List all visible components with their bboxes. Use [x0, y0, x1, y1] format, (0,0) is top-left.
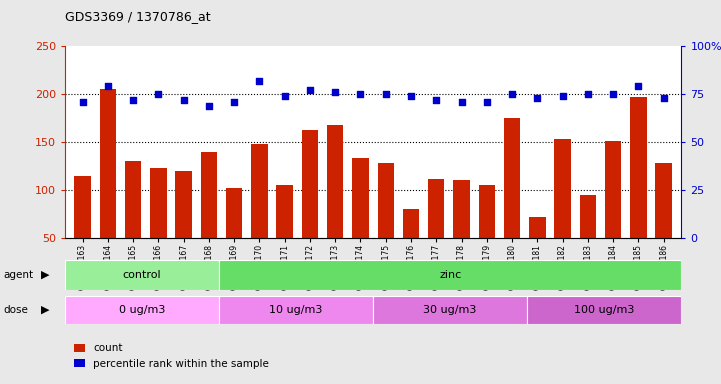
Point — [254, 78, 265, 84]
Bar — [605, 141, 622, 238]
Text: zinc: zinc — [439, 270, 461, 280]
Bar — [554, 139, 571, 238]
Bar — [630, 97, 647, 238]
Point — [229, 99, 240, 105]
Point — [456, 99, 467, 105]
Bar — [99, 89, 116, 238]
Point — [128, 97, 139, 103]
Point — [153, 91, 164, 97]
Point — [279, 93, 291, 99]
Text: 100 ug/m3: 100 ug/m3 — [574, 305, 634, 315]
Text: 0 ug/m3: 0 ug/m3 — [119, 305, 165, 315]
Bar — [251, 144, 267, 238]
Bar — [479, 185, 495, 238]
Bar — [428, 179, 444, 238]
Point — [531, 95, 543, 101]
Point — [178, 97, 190, 103]
Point — [658, 95, 669, 101]
Text: 10 ug/m3: 10 ug/m3 — [270, 305, 323, 315]
Bar — [373, 296, 527, 324]
Point — [380, 91, 392, 97]
Point — [405, 93, 417, 99]
Text: 30 ug/m3: 30 ug/m3 — [423, 305, 477, 315]
Bar — [219, 296, 373, 324]
Point — [203, 103, 215, 109]
Point — [506, 91, 518, 97]
Bar — [65, 260, 219, 290]
Bar — [150, 168, 167, 238]
Bar — [219, 260, 681, 290]
Bar — [175, 171, 192, 238]
Bar — [527, 296, 681, 324]
Bar — [276, 185, 293, 238]
Point — [430, 97, 442, 103]
Bar — [74, 176, 91, 238]
Bar — [65, 296, 219, 324]
Text: ▶: ▶ — [41, 305, 50, 315]
Bar — [327, 125, 343, 238]
Text: control: control — [123, 270, 162, 280]
Bar — [655, 163, 672, 238]
Text: ▶: ▶ — [41, 270, 50, 280]
Text: agent: agent — [4, 270, 34, 280]
Point — [582, 91, 593, 97]
Bar — [580, 195, 596, 238]
Bar — [504, 118, 521, 238]
Point — [481, 99, 492, 105]
Point — [77, 99, 89, 105]
Point — [102, 83, 114, 89]
Bar — [226, 188, 242, 238]
Bar — [302, 130, 318, 238]
Text: GDS3369 / 1370786_at: GDS3369 / 1370786_at — [65, 10, 211, 23]
Bar — [353, 158, 368, 238]
Point — [557, 93, 568, 99]
Bar — [378, 163, 394, 238]
Legend: count, percentile rank within the sample: count, percentile rank within the sample — [70, 339, 273, 373]
Bar — [125, 161, 141, 238]
Point — [607, 91, 619, 97]
Bar — [403, 209, 419, 238]
Text: dose: dose — [4, 305, 29, 315]
Bar — [454, 180, 470, 238]
Bar — [529, 217, 546, 238]
Point — [632, 83, 644, 89]
Point — [329, 89, 341, 95]
Point — [355, 91, 366, 97]
Bar — [200, 152, 217, 238]
Point — [304, 87, 316, 93]
